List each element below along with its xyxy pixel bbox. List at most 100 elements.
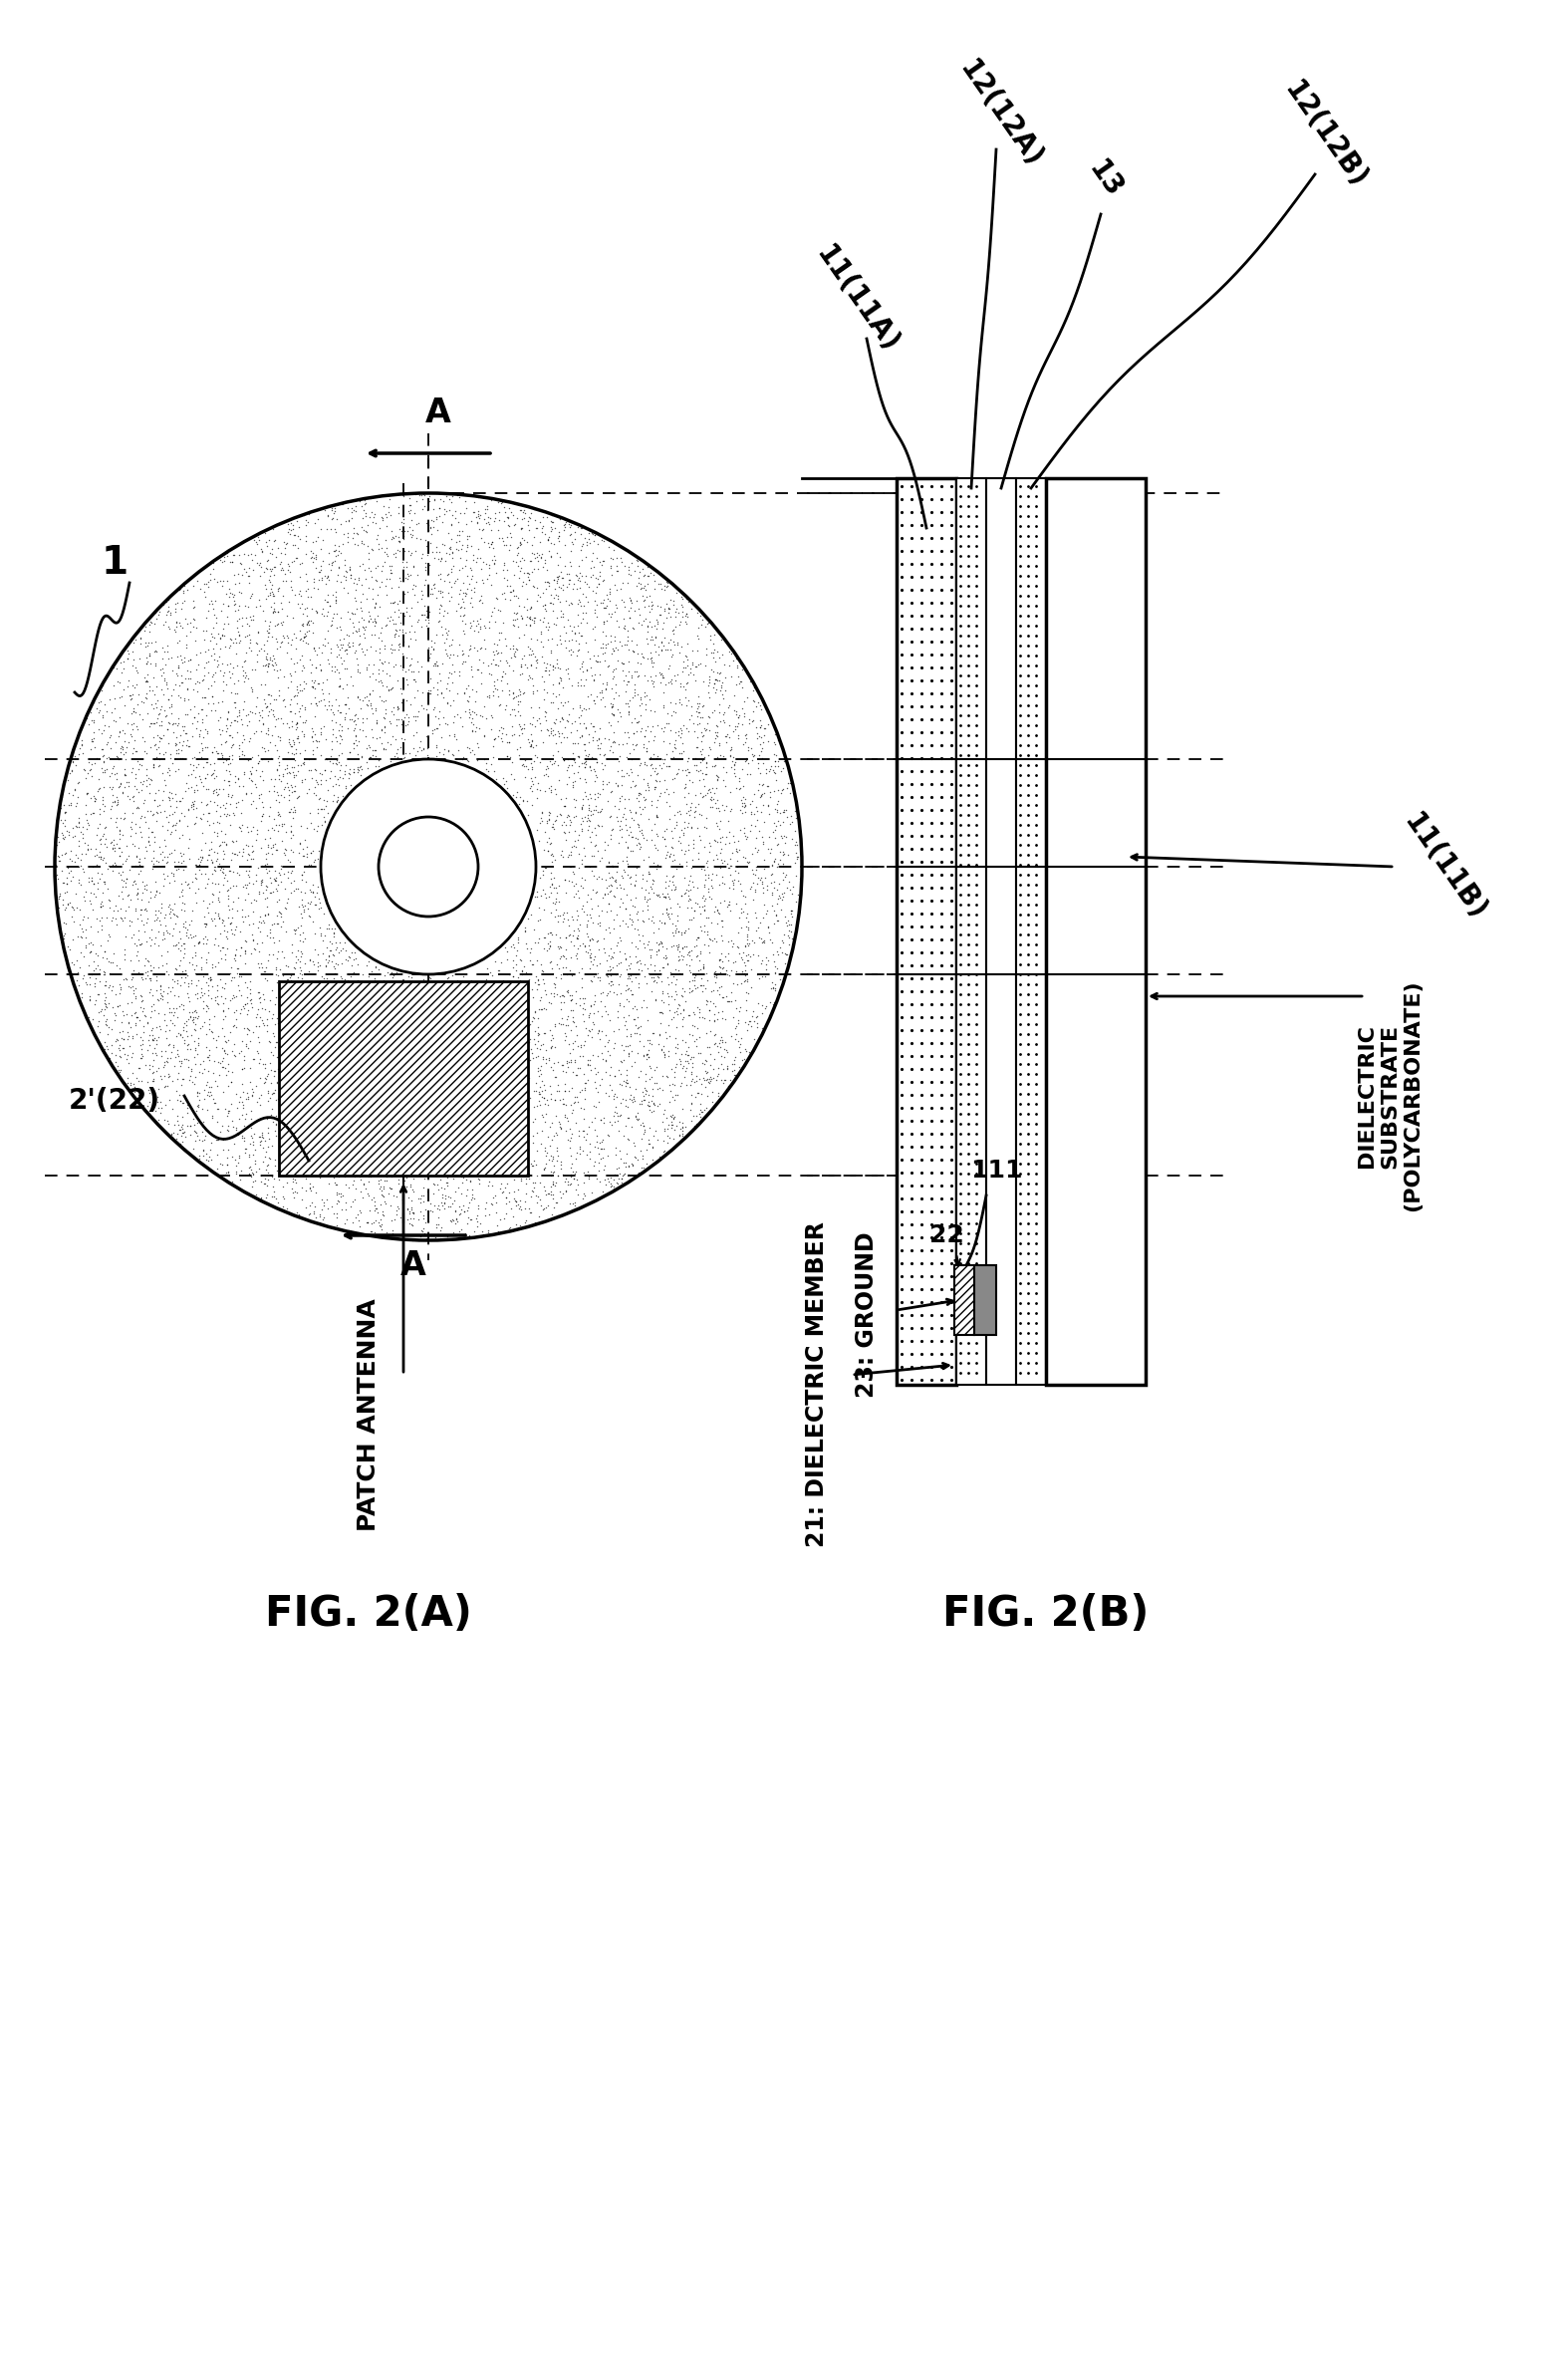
Point [64, 807, 89, 845]
Point [303, 647, 328, 685]
Point [308, 709, 332, 747]
Point [87, 804, 112, 843]
Point [520, 631, 545, 669]
Point [548, 976, 573, 1014]
Point [97, 888, 122, 926]
Point [779, 912, 804, 950]
Point [286, 1004, 311, 1042]
Point [631, 816, 656, 854]
Point [462, 1071, 487, 1109]
Point [543, 569, 568, 607]
Point [337, 733, 362, 771]
Point [659, 928, 684, 966]
Point [208, 652, 233, 690]
Point [426, 590, 451, 628]
Point [420, 621, 445, 659]
Point [354, 581, 379, 619]
Point [737, 1033, 762, 1071]
Point [134, 750, 159, 788]
Point [785, 826, 810, 864]
Point [375, 507, 400, 545]
Point [297, 871, 322, 909]
Point [281, 757, 306, 795]
Point [560, 866, 585, 904]
Point [418, 1035, 443, 1073]
Point [770, 752, 795, 790]
Point [657, 862, 682, 900]
Point [52, 914, 76, 952]
Point [677, 581, 702, 619]
Point [687, 1095, 712, 1133]
Point [201, 1042, 226, 1081]
Point [367, 631, 392, 669]
Point [418, 959, 443, 997]
Point [145, 1088, 170, 1126]
Point [367, 964, 392, 1002]
Point [189, 947, 214, 985]
Point [582, 593, 607, 631]
Point [348, 1076, 373, 1114]
Point [173, 952, 198, 990]
Point [628, 552, 652, 590]
Point [231, 550, 256, 588]
Point [443, 500, 468, 538]
Point [706, 757, 731, 795]
Point [339, 1150, 364, 1188]
Point [287, 612, 312, 650]
Point [197, 1138, 222, 1176]
Point [553, 1071, 578, 1109]
Point [682, 957, 707, 995]
Point [250, 1002, 275, 1040]
Point [517, 600, 542, 638]
Point [278, 1057, 303, 1095]
Point [398, 507, 423, 545]
Point [262, 923, 287, 962]
Point [231, 1073, 256, 1111]
Point [276, 1061, 301, 1100]
Point [279, 933, 304, 971]
Point [610, 564, 635, 602]
Point [209, 1107, 234, 1145]
Point [685, 988, 710, 1026]
Point [773, 790, 798, 828]
Point [259, 1064, 284, 1102]
Point [762, 983, 787, 1021]
Point [181, 607, 206, 645]
Point [306, 831, 331, 869]
Point [729, 895, 754, 933]
Point [347, 990, 372, 1028]
Point [226, 1100, 251, 1138]
Point [194, 940, 219, 978]
Point [637, 1109, 662, 1147]
Point [732, 793, 757, 831]
Point [298, 1069, 323, 1107]
Point [745, 719, 770, 757]
Point [626, 1014, 651, 1052]
Point [128, 890, 153, 928]
Point [365, 1097, 390, 1135]
Point [592, 605, 617, 643]
Point [390, 973, 415, 1011]
Point [726, 716, 751, 754]
Point [621, 676, 646, 714]
Point [634, 685, 659, 724]
Point [457, 609, 482, 647]
Point [73, 873, 98, 912]
Point [242, 931, 267, 969]
Point [582, 559, 607, 597]
Point [712, 1038, 737, 1076]
Point [229, 652, 254, 690]
Point [180, 864, 204, 902]
Point [348, 1052, 373, 1090]
Point [532, 1133, 557, 1171]
Point [637, 838, 662, 876]
Point [573, 557, 598, 595]
Point [76, 864, 101, 902]
Point [598, 624, 623, 662]
Point [245, 1019, 270, 1057]
Point [411, 1209, 436, 1247]
Point [332, 1104, 357, 1142]
Point [290, 607, 315, 645]
Point [314, 1145, 339, 1183]
Point [506, 1171, 531, 1209]
